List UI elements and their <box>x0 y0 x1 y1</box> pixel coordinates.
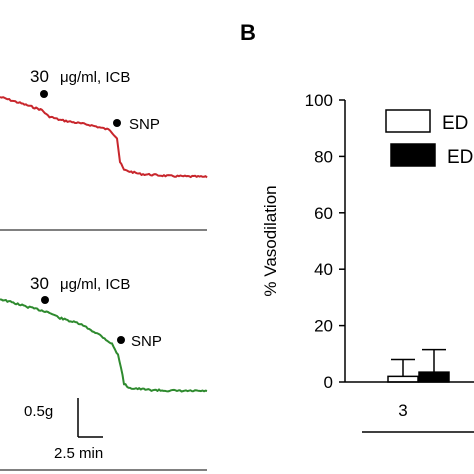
trace-panel-bottom: 30 μg/ml, ICB SNP 0.5g 2.5 min <box>0 274 208 471</box>
y-tick-label: 20 <box>314 317 333 336</box>
y-axis: 0 20 40 60 80 100 <box>305 91 346 392</box>
bar <box>387 375 419 383</box>
icb-marker-dot-bottom <box>41 296 49 304</box>
icb-marker-dot-top <box>40 90 48 98</box>
icb-dose-top: 30 <box>30 67 49 86</box>
legend-label: ED <box>442 113 468 134</box>
panel-label-b: B <box>240 20 256 45</box>
icb-dose-bottom: 30 <box>30 274 49 293</box>
bars-group <box>387 348 450 383</box>
snp-label-top: SNP <box>129 116 160 133</box>
legend-swatch <box>385 109 431 133</box>
snp-marker-dot-bottom <box>117 336 125 344</box>
y-tick-label: 0 <box>324 373 333 392</box>
trace-line-top <box>0 96 208 179</box>
icb-unit-bottom: μg/ml, ICB <box>60 276 130 293</box>
legend-swatch <box>390 143 436 167</box>
legend-label: ED <box>447 147 473 168</box>
scale-bar-y-label: 0.5g <box>24 403 53 420</box>
snp-marker-dot-top <box>113 119 121 127</box>
x-axis: 3 <box>345 381 474 433</box>
snp-label-bottom: SNP <box>131 333 162 350</box>
trace-line-bottom <box>0 298 208 393</box>
y-axis-label: % Vasodilation <box>261 185 280 296</box>
y-tick-label: 60 <box>314 204 333 223</box>
y-tick-label: 40 <box>314 260 333 279</box>
bar <box>418 371 450 383</box>
bar-panel: B % Vasodilation 0 20 40 60 80 100 3 ED ED <box>240 20 474 433</box>
y-tick-label: 80 <box>314 147 333 166</box>
x-tick-label: 3 <box>398 401 407 420</box>
trace-panel-top: 30 μg/ml, ICB SNP <box>0 67 208 231</box>
scale-bar-x-label: 2.5 min <box>54 445 103 462</box>
legend: ED ED <box>385 109 473 168</box>
icb-unit-top: μg/ml, ICB <box>60 69 130 86</box>
y-tick-label: 100 <box>305 91 333 110</box>
